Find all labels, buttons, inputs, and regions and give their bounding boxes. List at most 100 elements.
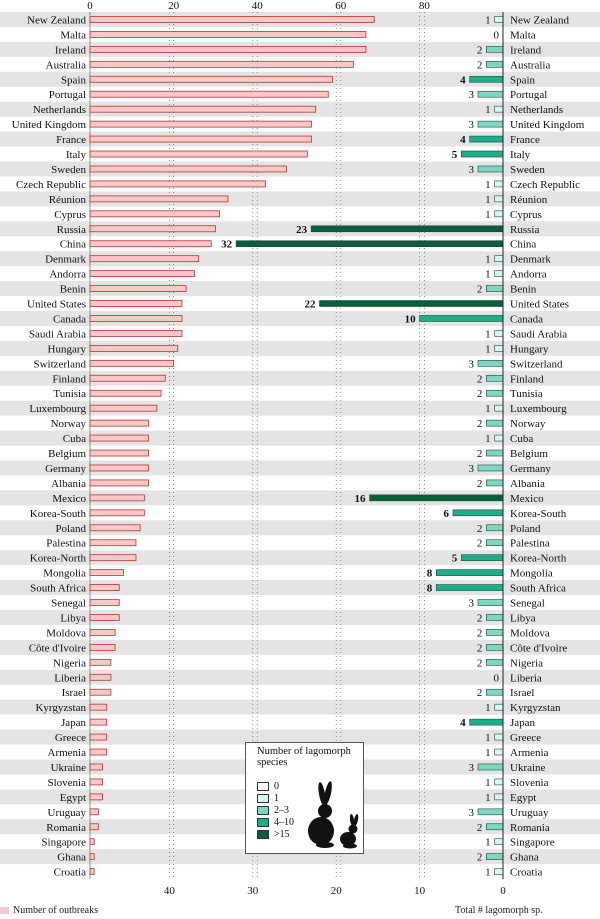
species-bar: [235, 240, 504, 248]
species-bar: [486, 479, 504, 487]
left-category-label: Côte d'Ivoire: [29, 642, 86, 654]
left-category-label: Uruguay: [48, 807, 87, 819]
bottom-tick-label: 10: [414, 885, 426, 897]
outbreak-bar: [89, 539, 137, 547]
species-bar: [477, 90, 504, 98]
left-category-label: Russia: [57, 224, 86, 236]
species-bar: [486, 524, 504, 532]
right-category-label: Spain: [510, 74, 536, 86]
species-bar: [469, 75, 504, 83]
right-category-label: Malta: [510, 29, 536, 41]
species-value-label: 4: [460, 717, 466, 729]
species-bar: [494, 838, 504, 846]
species-value-label: 1: [485, 269, 491, 281]
species-bar: [486, 688, 504, 696]
legend-label-4: >15: [274, 828, 290, 840]
species-value-label: 2: [477, 59, 483, 71]
right-category-label: Senegal: [510, 598, 545, 610]
right-category-label: Hungary: [510, 343, 549, 355]
species-bar: [477, 360, 504, 367]
species-bar: [460, 150, 504, 158]
legend-entry-2: 2–3: [257, 801, 289, 816]
right-category-label: Ukraine: [510, 762, 546, 774]
right-category-label: Denmark: [510, 254, 551, 266]
right-category-label: Réunion: [510, 194, 548, 206]
right-category-label: Ireland: [510, 44, 542, 56]
species-bar: [477, 165, 504, 173]
right-category-label: Croatia: [510, 867, 542, 879]
left-category-label: Saudi Arabia: [29, 328, 86, 340]
left-category-label: Korea-South: [30, 508, 87, 520]
species-value-label: 2: [477, 642, 483, 654]
species-value-label: 2: [477, 538, 483, 550]
left-category-label: Romania: [46, 822, 86, 834]
species-bar: [494, 255, 504, 262]
species-bar: [494, 180, 504, 188]
species-value-label: 22: [305, 299, 317, 311]
species-value-label: 3: [468, 164, 474, 176]
outbreak-bar: [89, 210, 220, 218]
row-band: [0, 460, 600, 476]
species-value-label: 2: [477, 822, 483, 834]
right-category-label: Korea-North: [510, 553, 567, 565]
species-value-label: 2: [477, 373, 483, 385]
outbreak-bar: [89, 180, 266, 188]
right-category-label: Mexico: [510, 493, 544, 505]
right-category-label: Slovenia: [510, 777, 549, 789]
species-bar: [319, 300, 504, 307]
bottom-tick-label: 40: [164, 885, 176, 897]
top-tick-label: 80: [419, 0, 431, 12]
species-bar: [486, 449, 504, 457]
species-bar: [477, 464, 504, 472]
left-category-label: Slovenia: [48, 777, 87, 789]
right-category-label: Norway: [510, 418, 546, 430]
right-category-label: United States: [510, 299, 569, 311]
species-value-label: 1: [485, 837, 491, 849]
species-value-label: 1: [485, 14, 491, 26]
right-category-label: Luxembourg: [510, 403, 567, 415]
outbreak-bar: [89, 60, 354, 68]
right-category-label: Cuba: [510, 433, 533, 445]
legend-label-1: 1: [274, 792, 279, 804]
right-category-label: Switzerland: [510, 358, 563, 370]
species-value-label: 2: [477, 627, 483, 639]
species-bar: [486, 419, 504, 427]
right-category-label: Tunisia: [510, 388, 543, 400]
species-value-label: 2: [477, 612, 483, 624]
outbreak-bar: [89, 643, 116, 651]
left-category-label: Albania: [51, 478, 86, 490]
right-category-label: Albania: [510, 478, 545, 490]
row-band: [0, 520, 600, 536]
legend-label-0: 0: [274, 780, 279, 792]
species-value-label: 5: [452, 553, 458, 565]
species-value-label: 4: [460, 134, 466, 146]
species-value-label: 0: [494, 672, 500, 684]
left-category-label: Ireland: [55, 44, 87, 56]
species-bar: [435, 569, 504, 576]
right-category-label: Sweden: [510, 164, 545, 176]
outbreak-bar: [89, 524, 141, 532]
species-value-label: 8: [427, 583, 433, 595]
row-band: [0, 221, 600, 237]
species-bar: [435, 584, 504, 591]
right-category-label: Korea-South: [510, 508, 567, 520]
outbreak-bar: [89, 105, 317, 113]
left-category-label: Cuba: [63, 433, 86, 445]
right-category-label: Ghana: [510, 852, 539, 864]
outbreak-bar: [89, 838, 95, 846]
left-category-label: Belgium: [48, 448, 86, 460]
outbreak-bar: [89, 270, 195, 278]
row-band: [0, 610, 600, 625]
species-bar: [419, 315, 504, 322]
row-band: [0, 400, 600, 416]
outbreak-bar: [89, 285, 187, 292]
row-band: [0, 729, 600, 745]
species-value-label: 3: [468, 807, 474, 819]
left-category-label: Spain: [61, 74, 87, 86]
left-category-label: Switzerland: [33, 358, 86, 370]
species-bar: [486, 629, 504, 636]
species-value-label: 1: [485, 702, 491, 714]
left-category-label: Andorra: [49, 269, 86, 281]
species-value-label: 2: [477, 284, 483, 296]
left-category-label: Ghana: [57, 852, 86, 864]
